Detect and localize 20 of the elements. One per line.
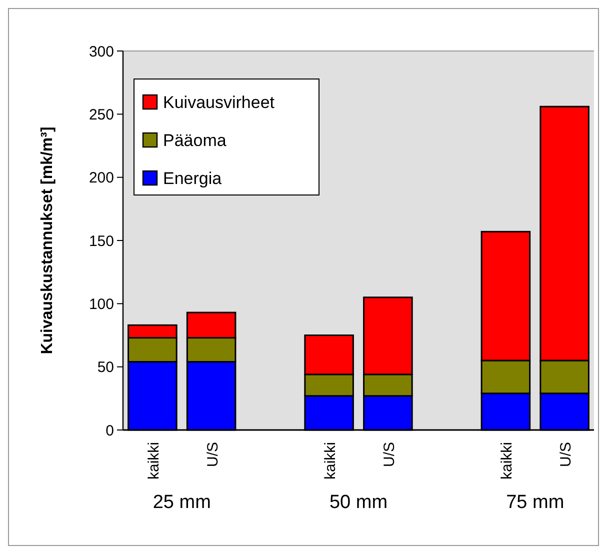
y-tick-label: 150 [88,232,114,250]
y-tick-label: 200 [88,170,114,187]
x-tick-label: kaikki [498,442,516,480]
legend-label: Energia [163,168,222,188]
x-tick-label: U/S [380,442,398,468]
text: 75 mm [506,492,564,513]
x-tick-label: U/S [558,442,575,468]
text: 50 mm [329,492,388,513]
y-axis-title: Kuivauskustannukset [mk/m³] [39,126,56,354]
y-tick-label: 250 [88,106,114,124]
y-tick-label: 50 [97,359,114,376]
y-tick-label: 300 [88,43,114,60]
y-tick-label: 100 [88,296,114,313]
x-tick-label: U/S [204,442,222,468]
text: 25 mm [152,492,211,513]
legend-label: Pääoma [163,130,227,150]
x-tick-label: kaikki [322,442,340,480]
y-tick-label: 0 [106,422,114,440]
legend-label: Kuivausvirheet [163,92,275,112]
x-tick-label: kaikki [145,442,162,480]
